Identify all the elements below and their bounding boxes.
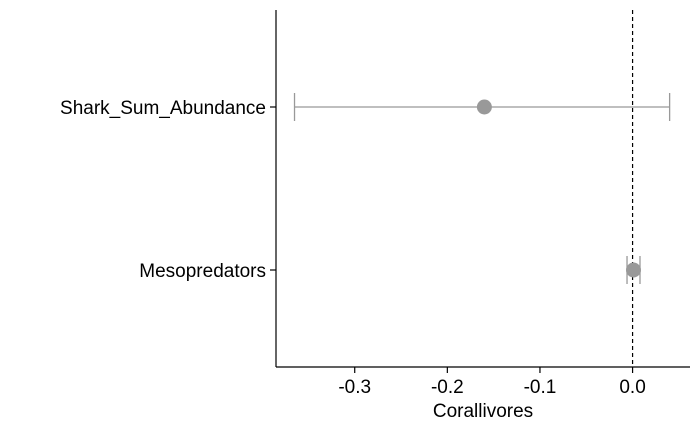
category-layer: Shark_Sum_Abundance Mesopredators	[60, 98, 276, 282]
point-estimate-0	[476, 99, 492, 115]
x-tick-label-0: -0.3	[338, 377, 371, 398]
category-label-1: Mesopredators	[139, 261, 266, 282]
errorbar-layer	[293, 93, 671, 284]
x-tick-label-3: 0.0	[619, 377, 645, 398]
x-tick-label-1: -0.2	[431, 377, 464, 398]
x-tick-label-2: -0.1	[524, 377, 557, 398]
x-tick-layer: -0.3 -0.2 -0.1 0.0	[338, 367, 646, 398]
point-layer	[476, 99, 642, 278]
category-label-0: Shark_Sum_Abundance	[60, 98, 266, 119]
x-axis-title: Corallivores	[433, 401, 533, 422]
point-estimate-1	[626, 262, 642, 278]
